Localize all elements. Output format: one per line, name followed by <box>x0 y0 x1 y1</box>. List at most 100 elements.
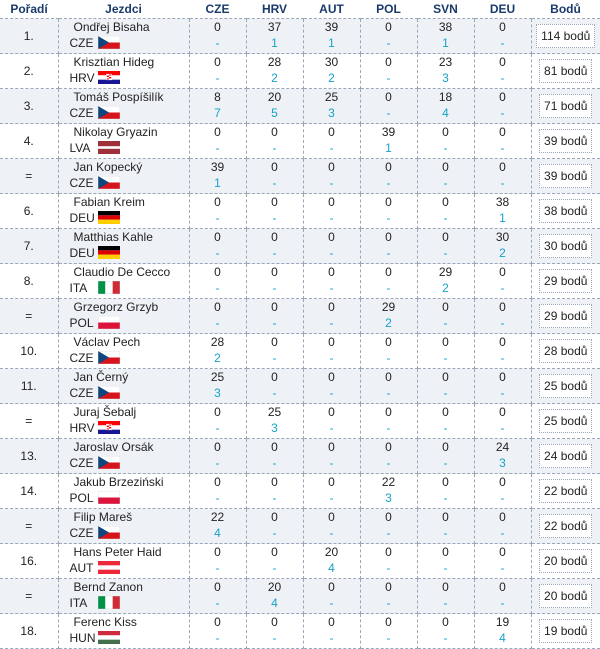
round-result-cell: 0- <box>360 368 418 404</box>
round-rank: - <box>443 596 448 610</box>
rider-nationality: CZE <box>59 105 189 122</box>
round-result-cell: 0- <box>474 298 532 334</box>
round-result-cell: 0- <box>246 333 304 369</box>
round-result-cell: 0- <box>189 438 247 474</box>
round-points: 20 <box>267 580 282 594</box>
round-result-cell: 29 2 <box>360 298 418 334</box>
round-points: 0 <box>214 440 221 454</box>
round-result-cell: 25 3 <box>246 403 304 439</box>
flag-lva-icon <box>97 141 120 155</box>
round-points: 0 <box>214 20 221 34</box>
round-rank: - <box>272 631 277 645</box>
round-result-cell: 19 4 <box>474 613 532 649</box>
round-rank: - <box>386 386 391 400</box>
round-result-cell: 0- <box>417 613 475 649</box>
round-points: 0 <box>442 300 449 314</box>
standings-body: 1. Ondřej Bisaha CZE 0-37 1 39 1 0-38 1 0-114 bod… <box>0 18 600 649</box>
round-points: 0 <box>385 405 392 419</box>
round-points: 0 <box>499 475 506 489</box>
flag-deu-icon <box>97 246 120 260</box>
round-points: 20 <box>324 545 339 559</box>
table-row: = Juraj Šebalj HRV 0-25 3 0-0-0-0-25 bodů <box>0 403 600 439</box>
round-points: 0 <box>328 300 335 314</box>
round-result-cell: 38 1 <box>417 18 475 54</box>
round-points: 0 <box>328 160 335 174</box>
rider-nationality: HRV <box>59 420 189 437</box>
rider-nationality: CZE <box>59 385 189 402</box>
round-points: 25 <box>324 90 339 104</box>
round-result-cell: 0- <box>189 613 247 649</box>
round-result-cell: 0- <box>246 228 304 264</box>
round-result-cell: 0- <box>246 158 304 194</box>
round-rank: - <box>329 141 334 155</box>
rider-cell: Jan Černý CZE <box>58 368 190 404</box>
round-points: 0 <box>214 300 221 314</box>
position-cell: 14. <box>0 473 59 509</box>
round-points: 29 <box>438 265 453 279</box>
col-header-cze: CZE <box>189 0 246 19</box>
round-points: 0 <box>442 230 449 244</box>
round-result-cell: 0- <box>417 123 475 159</box>
rider-name: Jakub Brzeziński <box>73 475 164 489</box>
round-points: 0 <box>442 475 449 489</box>
round-rank: - <box>443 561 448 575</box>
round-rank: - <box>215 316 220 330</box>
nationality-code: HRV <box>69 71 95 86</box>
rider-cell: Jakub Brzeziński POL <box>58 473 190 509</box>
total-points: 25 bodů <box>539 409 593 433</box>
rider-name: Juraj Šebalj <box>73 405 137 419</box>
round-points: 8 <box>214 90 221 104</box>
round-points: 0 <box>385 335 392 349</box>
total-points-cell: 81 bodů <box>530 53 600 89</box>
round-points: 23 <box>438 55 453 69</box>
round-result-cell: 0- <box>246 473 304 509</box>
round-rank: 4 <box>442 106 449 120</box>
rider-nationality: LVA <box>59 140 189 157</box>
round-rank: - <box>272 316 277 330</box>
round-result-cell: 0- <box>246 368 304 404</box>
round-points: 0 <box>214 195 221 209</box>
round-rank: - <box>329 386 334 400</box>
rider-nationality: DEU <box>59 210 189 227</box>
round-points: 29 <box>381 300 396 314</box>
round-result-cell: 0- <box>303 438 361 474</box>
round-rank: - <box>215 211 220 225</box>
round-points: 0 <box>442 370 449 384</box>
round-result-cell: 28 2 <box>246 53 304 89</box>
flag-cze-icon <box>97 526 120 540</box>
table-row: 3. Tomáš Pospíšilík CZE 8 7 20 5 25 3 0-18 4 0-71 b… <box>0 88 600 124</box>
flag-cze-icon <box>97 386 120 400</box>
nationality-code: HUN <box>69 631 96 646</box>
round-rank: - <box>500 526 505 540</box>
rider-name: Jan Kopecký <box>73 160 143 174</box>
round-points: 0 <box>328 125 335 139</box>
round-result-cell: 0- <box>474 368 532 404</box>
col-header-position: Pořadí <box>0 0 58 19</box>
round-rank: 1 <box>328 36 335 50</box>
round-result-cell: 20 4 <box>303 543 361 579</box>
round-points: 0 <box>271 230 278 244</box>
nationality-code: CZE <box>69 176 94 191</box>
table-row: = Bernd Zanon ITA 0-20 4 0-0-0-0-20 bodů <box>0 578 600 614</box>
round-result-cell: 0- <box>474 88 532 124</box>
round-result-cell: 0- <box>246 123 304 159</box>
round-rank: 3 <box>271 421 278 435</box>
round-rank: - <box>500 561 505 575</box>
round-points: 18 <box>438 90 453 104</box>
table-row: 8. Claudio De Cecco ITA 0-0-0-0-29 2 0-29 bod… <box>0 263 600 299</box>
round-result-cell: 0- <box>474 508 532 544</box>
round-rank: - <box>215 491 220 505</box>
table-row: 2. Krisztian Hideg HRV 0-28 2 30 2 0-23 3 0-81 bo… <box>0 53 600 89</box>
round-points: 28 <box>210 335 225 349</box>
round-rank: 3 <box>442 71 449 85</box>
round-result-cell: 0- <box>360 263 418 299</box>
round-points: 0 <box>442 335 449 349</box>
flag-cze-icon <box>97 456 120 470</box>
round-rank: - <box>329 526 334 540</box>
rider-nationality: HRV <box>59 70 189 87</box>
flag-hrv-icon <box>97 421 120 435</box>
total-points: 39 bodů <box>539 164 593 188</box>
total-points-cell: 22 bodů <box>530 473 600 509</box>
col-header-aut: AUT <box>303 0 360 19</box>
